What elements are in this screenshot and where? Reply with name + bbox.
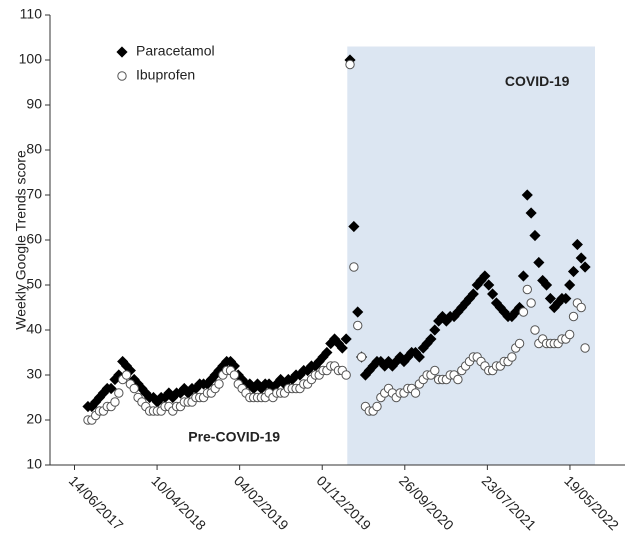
point: [429, 324, 441, 336]
x-tick-label: 01/12/2019: [313, 472, 374, 533]
point: [522, 284, 532, 295]
point: [321, 346, 333, 359]
point: [479, 270, 491, 282]
point: [530, 325, 540, 335]
point: [525, 207, 537, 219]
point: [356, 352, 367, 362]
point: [517, 270, 529, 282]
point: [121, 370, 132, 380]
y-tick-label: 80: [26, 141, 42, 157]
point: [430, 365, 440, 376]
point: [336, 342, 348, 354]
y-tick-label: 50: [26, 276, 42, 292]
point: [507, 352, 517, 362]
point: [580, 343, 590, 353]
x-tick-label: 10/04/2018: [148, 472, 209, 533]
point: [540, 279, 553, 291]
point: [487, 288, 499, 300]
y-tick-label: 40: [26, 321, 42, 337]
y-tick-label: 30: [26, 366, 42, 382]
point: [526, 298, 536, 308]
point: [353, 320, 363, 331]
y-tick-label: 20: [26, 411, 42, 427]
point: [467, 288, 479, 300]
annotation: Pre-COVID-19: [188, 429, 280, 445]
point: [564, 329, 575, 340]
point: [110, 397, 120, 407]
point: [129, 383, 139, 394]
point: [576, 302, 586, 313]
point: [521, 189, 533, 201]
point: [560, 292, 572, 305]
x-tick-label: 26/09/2020: [396, 472, 457, 533]
y-tick-label: 70: [26, 186, 42, 202]
point: [453, 374, 463, 385]
point: [575, 252, 587, 264]
point: [514, 338, 525, 349]
point: [533, 256, 545, 269]
point: [518, 307, 529, 317]
point: [229, 370, 240, 380]
y-tick-label: 100: [19, 51, 43, 67]
point: [425, 333, 437, 345]
y-tick-label: 10: [26, 456, 42, 472]
point: [349, 262, 359, 272]
point: [214, 379, 224, 389]
point: [568, 311, 579, 322]
covid-shading: [347, 46, 595, 465]
legend-marker: [116, 46, 128, 58]
point: [341, 370, 351, 380]
point: [579, 261, 591, 273]
legend-marker: [117, 71, 127, 81]
y-tick-label: 110: [20, 6, 43, 22]
point: [105, 382, 117, 395]
point: [529, 229, 541, 242]
point: [345, 59, 355, 70]
point: [348, 220, 360, 233]
point: [544, 292, 556, 305]
point: [372, 401, 382, 412]
legend-label: Paracetamol: [136, 43, 215, 59]
point: [114, 388, 124, 398]
annotation: COVID-19: [505, 73, 570, 89]
x-tick-label: 23/07/2021: [479, 472, 540, 533]
point: [352, 306, 364, 318]
y-tick-label: 60: [26, 231, 42, 247]
y-axis-label: Weekly Google Trends score: [13, 150, 29, 330]
x-tick-label: 04/02/2019: [231, 472, 292, 533]
x-tick-label: 14/06/2017: [66, 472, 127, 533]
y-tick-label: 90: [26, 96, 42, 112]
point: [564, 279, 576, 291]
point: [340, 333, 352, 345]
point: [410, 388, 421, 398]
x-tick-label: 19/05/2022: [561, 472, 622, 533]
point: [571, 238, 583, 251]
point: [483, 279, 495, 291]
point: [413, 351, 425, 363]
legend-label: Ibuprofen: [136, 67, 195, 83]
point: [567, 265, 580, 278]
